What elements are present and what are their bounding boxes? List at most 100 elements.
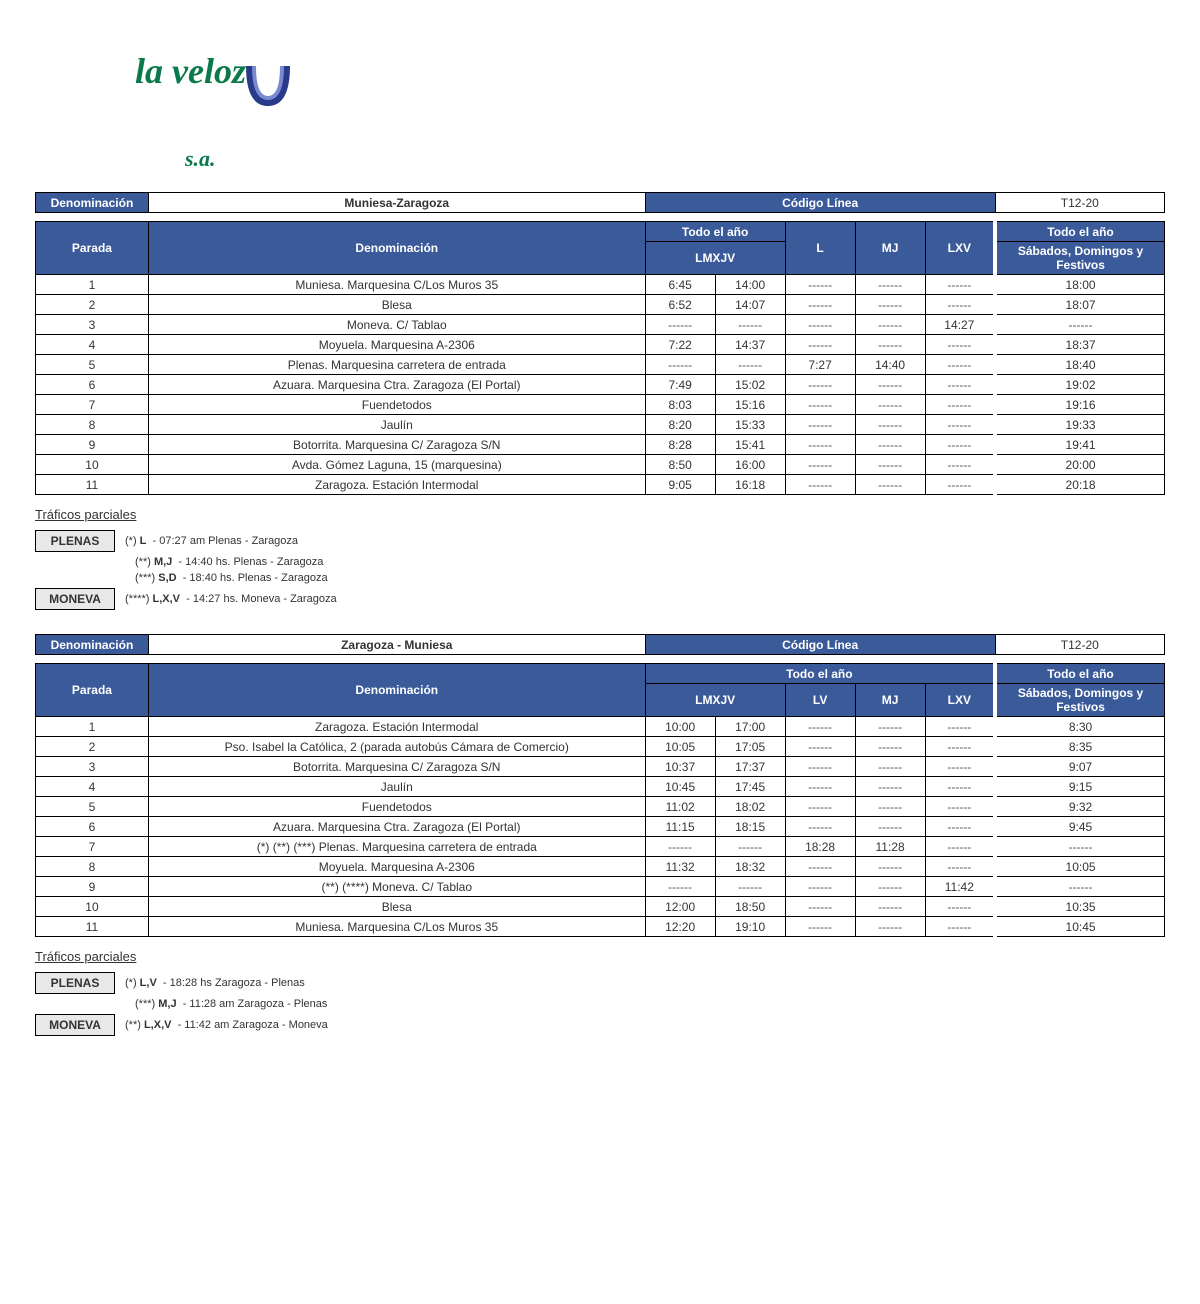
col-LV: LV <box>785 684 855 717</box>
stop-time: 8:20 <box>645 415 715 435</box>
stop-number: 11 <box>36 917 149 937</box>
stop-time: 15:33 <box>715 415 785 435</box>
stop-time: 14:40 <box>855 355 925 375</box>
logo-text: la veloz <box>135 50 246 92</box>
table-row: 9(**) (****) Moneva. C/ Tablao----------… <box>36 877 1165 897</box>
table-row: 4Jaulín10:4517:45------------------9:15 <box>36 777 1165 797</box>
stop-time: ------ <box>855 335 925 355</box>
traficos-row: (***) M,J - 11:28 am Zaragoza - Plenas <box>35 998 1165 1010</box>
stop-name: Jaulín <box>148 415 645 435</box>
traficos-row: MONEVA(**) L,X,V - 11:42 am Zaragoza - M… <box>35 1014 1165 1036</box>
stop-number: 9 <box>36 877 149 897</box>
stop-time: ------ <box>855 817 925 837</box>
table-row: 6Azuara. Marquesina Ctra. Zaragoza (El P… <box>36 375 1165 395</box>
stop-time: ------ <box>785 777 855 797</box>
traficos-text: (**) M,J - 14:40 hs. Plenas - Zaragoza <box>135 556 323 568</box>
stop-time: 19:10 <box>715 917 785 937</box>
route1-table: Parada Denominación Todo el año L MJ LXV… <box>35 221 1165 495</box>
traficos-box: PLENAS <box>35 530 115 552</box>
stop-name: Fuendetodos <box>148 395 645 415</box>
stop-time: ------ <box>925 375 995 395</box>
stop-time: ------ <box>855 435 925 455</box>
stop-time: ------ <box>925 475 995 495</box>
stop-number: 1 <box>36 275 149 295</box>
col-sabados: Sábados, Domingos y Festivos <box>995 684 1164 717</box>
table-row: 3Botorrita. Marquesina C/ Zaragoza S/N10… <box>36 757 1165 777</box>
table-row: 8Moyuela. Marquesina A-230611:3218:32---… <box>36 857 1165 877</box>
stop-time: ------ <box>785 295 855 315</box>
stop-time: ------ <box>785 797 855 817</box>
route1-header: Denominación Muniesa-Zaragoza Código Lín… <box>35 192 1165 213</box>
stop-time: ------ <box>785 415 855 435</box>
stop-time: 19:41 <box>995 435 1164 455</box>
stop-time: 17:45 <box>715 777 785 797</box>
stop-time: 18:07 <box>995 295 1164 315</box>
stop-number: 3 <box>36 757 149 777</box>
stop-time: ------ <box>925 395 995 415</box>
stop-name: Avda. Gómez Laguna, 15 (marquesina) <box>148 455 645 475</box>
stop-time: ------ <box>925 817 995 837</box>
stop-time: 19:33 <box>995 415 1164 435</box>
stop-number: 11 <box>36 475 149 495</box>
stop-time: ------ <box>785 877 855 897</box>
stop-time: ------ <box>925 415 995 435</box>
stop-time: 10:35 <box>995 897 1164 917</box>
col-L: L <box>785 222 855 275</box>
stop-name: Muniesa. Marquesina C/Los Muros 35 <box>148 275 645 295</box>
stop-time: ------ <box>855 395 925 415</box>
traficos-row: (**) M,J - 14:40 hs. Plenas - Zaragoza <box>35 556 1165 568</box>
traficos-title: Tráficos parciales <box>35 949 1165 964</box>
logo-suffix: s.a. <box>185 146 216 172</box>
stop-number: 6 <box>36 375 149 395</box>
table-row: 8Jaulín8:2015:33------------------19:33 <box>36 415 1165 435</box>
stop-time: 18:50 <box>715 897 785 917</box>
stop-time: ------ <box>855 415 925 435</box>
route1-title: Muniesa-Zaragoza <box>148 193 645 213</box>
col-parada: Parada <box>36 664 149 717</box>
col-MJ: MJ <box>855 684 925 717</box>
stop-time: ------ <box>855 897 925 917</box>
stop-time: 11:28 <box>855 837 925 857</box>
stop-time: ------ <box>785 917 855 937</box>
stop-time: 9:07 <box>995 757 1164 777</box>
stop-number: 6 <box>36 817 149 837</box>
stop-time: ------ <box>785 897 855 917</box>
stop-time: ------ <box>995 315 1164 335</box>
stop-name: Muniesa. Marquesina C/Los Muros 35 <box>148 917 645 937</box>
stop-number: 7 <box>36 395 149 415</box>
stop-time: 12:20 <box>645 917 715 937</box>
table-row: 9Botorrita. Marquesina C/ Zaragoza S/N8:… <box>36 435 1165 455</box>
stop-time: 17:00 <box>715 717 785 737</box>
stop-time: ------ <box>855 877 925 897</box>
stop-time: 12:00 <box>645 897 715 917</box>
label-denominacion: Denominación <box>36 635 149 655</box>
label-codigo-linea: Código Línea <box>645 635 995 655</box>
stop-time: ------ <box>645 355 715 375</box>
col-denom: Denominación <box>148 664 645 717</box>
traficos-text: (****) L,X,V - 14:27 hs. Moneva - Zarago… <box>125 593 337 605</box>
stop-time: 9:05 <box>645 475 715 495</box>
table-row: 5Fuendetodos11:0218:02------------------… <box>36 797 1165 817</box>
stop-number: 10 <box>36 897 149 917</box>
stop-time: 6:52 <box>645 295 715 315</box>
stop-time: ------ <box>855 777 925 797</box>
stop-time: ------ <box>785 395 855 415</box>
stop-time: 15:02 <box>715 375 785 395</box>
stop-time: ------ <box>715 837 785 857</box>
stop-time: ------ <box>925 837 995 857</box>
stop-name: Zaragoza. Estación Intermodal <box>148 717 645 737</box>
route2-title: Zaragoza - Muniesa <box>148 635 645 655</box>
stop-name: Botorrita. Marquesina C/ Zaragoza S/N <box>148 435 645 455</box>
stop-time: 11:42 <box>925 877 995 897</box>
stop-number: 4 <box>36 335 149 355</box>
stop-time: ------ <box>785 375 855 395</box>
table-row: 2Blesa6:5214:07------------------18:07 <box>36 295 1165 315</box>
stop-time: ------ <box>995 877 1164 897</box>
stop-time: ------ <box>855 857 925 877</box>
stop-time: ------ <box>715 315 785 335</box>
stop-time: ------ <box>855 717 925 737</box>
stop-time: ------ <box>645 837 715 857</box>
traficos-title: Tráficos parciales <box>35 507 1165 522</box>
stop-name: Botorrita. Marquesina C/ Zaragoza S/N <box>148 757 645 777</box>
stop-time: 18:00 <box>995 275 1164 295</box>
